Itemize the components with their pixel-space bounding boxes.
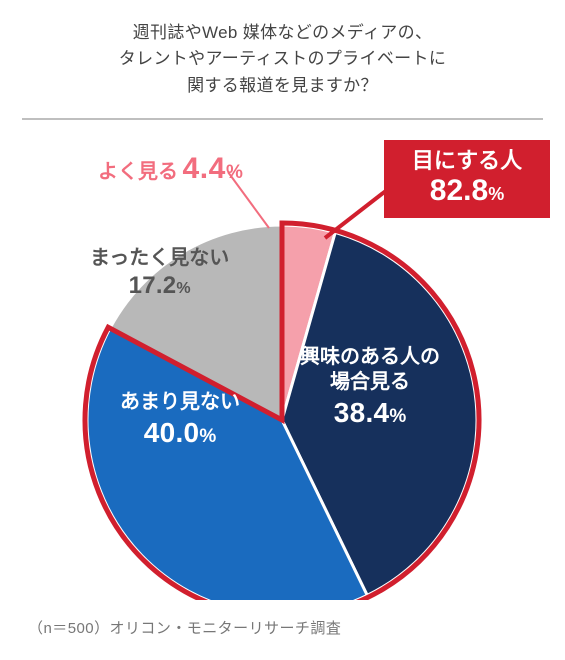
interest-pct: % [389, 406, 406, 427]
see-often-value: 4.4 [182, 152, 226, 185]
rarely-line1: あまり見ない [120, 390, 240, 415]
never-line1: まったく見ない [90, 246, 229, 271]
interest-line1: 興味のある人の [300, 345, 440, 370]
interest-line2: 場合見る [300, 370, 440, 395]
label-never-see: まったく見ない 17.2% [90, 246, 229, 301]
rarely-pct: % [199, 426, 216, 447]
label-see-if-interest: 興味のある人の 場合見る 38.4% [300, 345, 440, 430]
divider [22, 118, 543, 120]
label-rarely-see: あまり見ない 40.0% [120, 390, 240, 450]
never-value: 17.2 [129, 272, 177, 299]
callout-value: 82.8 [430, 174, 488, 207]
see-often-text: よく見る [98, 161, 178, 183]
see-often-pct: % [226, 162, 243, 183]
title-line-3: 関する報道を見ますか？ [187, 76, 378, 95]
title-line-1: 週刊誌やWeb 媒体などのメディアの、 [133, 23, 433, 42]
rarely-value: 40.0 [144, 417, 200, 448]
chart-title: 週刊誌やWeb 媒体などのメディアの、 タレントやアーティストのプライベートに … [0, 20, 565, 99]
interest-value: 38.4 [334, 397, 390, 428]
callout-pct: % [488, 184, 504, 204]
callout-title: 目にする人 [398, 148, 536, 174]
footer-note: （n＝500）オリコン・モニターリサーチ調査 [28, 617, 341, 638]
title-line-2: タレントやアーティストのプライベートに [119, 49, 446, 68]
pie-chart: よく見る 4.4% 目にする人 82.8% 興味のある人の 場合見る 38.4%… [0, 130, 565, 600]
group-callout: 目にする人 82.8% [384, 140, 550, 218]
never-pct: % [176, 280, 190, 297]
label-see-often: よく見る 4.4% [98, 152, 243, 186]
